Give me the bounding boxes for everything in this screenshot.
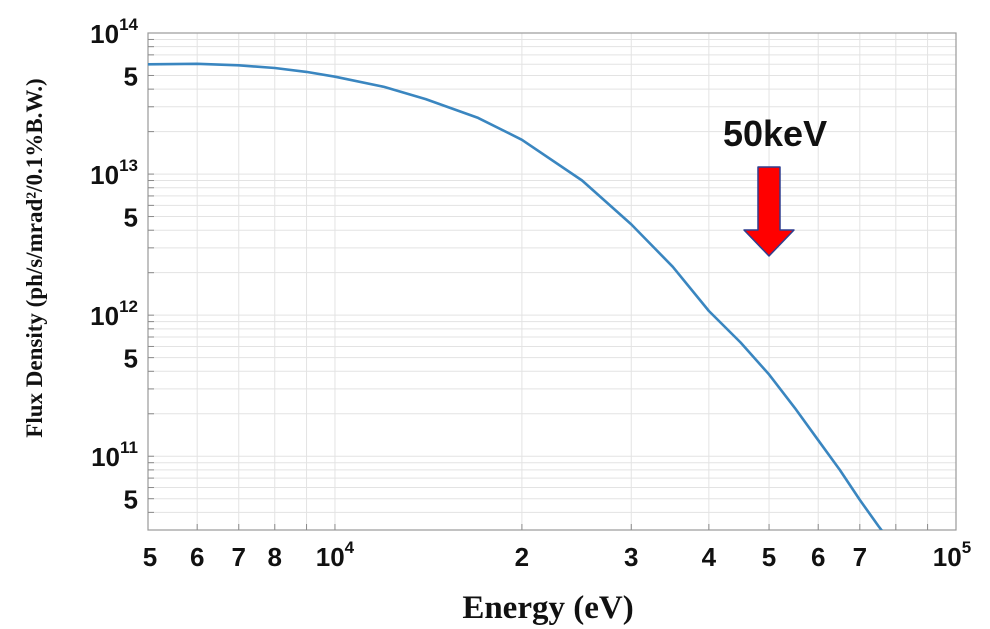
y-tick-label: 5 xyxy=(124,61,138,91)
y-axis-title: Flux Density (ph/s/mrad²/0.1%B.W.) xyxy=(22,78,47,437)
x-tick-label-base: 10 xyxy=(316,542,345,572)
y-tick-label: 1011 xyxy=(91,438,138,472)
y-tick-label-base: 5 xyxy=(124,61,138,91)
plot-frame xyxy=(147,32,957,531)
x-tick-label-exponent: 4 xyxy=(345,538,355,557)
y-tick-label: 5 xyxy=(124,203,138,233)
y-tick-label-base: 10 xyxy=(90,19,119,49)
y-tick-label-exponent: 14 xyxy=(119,15,138,34)
y-tick-label: 1013 xyxy=(90,156,138,190)
x-tick-label: 5 xyxy=(762,542,776,572)
x-tick-label-base: 10 xyxy=(933,542,962,572)
y-tick-label-base: 5 xyxy=(124,485,138,515)
x-tick-label: 6 xyxy=(190,542,204,572)
x-tick-label-base: 7 xyxy=(232,542,246,572)
minor-ticks xyxy=(148,38,929,530)
x-tick-label-base: 3 xyxy=(624,542,638,572)
series-layer xyxy=(148,62,884,530)
grid-lines xyxy=(148,33,956,530)
annotation-label: 50keV xyxy=(723,113,827,154)
annotations: 50keV xyxy=(723,113,827,257)
x-tick-label-base: 6 xyxy=(190,542,204,572)
x-tick-label: 105 xyxy=(933,538,971,572)
y-tick-label: 1012 xyxy=(90,297,138,331)
x-tick-label: 8 xyxy=(268,542,282,572)
y-tick-label-exponent: 12 xyxy=(119,297,138,316)
x-axis-title: Energy (eV) xyxy=(462,590,633,626)
x-tick-label-base: 7 xyxy=(853,542,867,572)
y-tick-label-exponent: 11 xyxy=(120,438,138,457)
x-tick-label: 4 xyxy=(702,542,717,572)
y-tick-label: 5 xyxy=(124,485,138,515)
x-tick-label-base: 5 xyxy=(762,542,776,572)
x-tick-label: 104 xyxy=(316,538,355,572)
y-tick-label: 1014 xyxy=(90,15,138,49)
series-line-0 xyxy=(148,62,884,530)
x-tick-label: 7 xyxy=(853,542,867,572)
y-tick-label-base: 10 xyxy=(90,301,119,331)
y-tick-label-base: 10 xyxy=(91,442,120,472)
x-tick-label-base: 5 xyxy=(143,542,157,572)
x-tick-label-exponent: 5 xyxy=(962,538,971,557)
y-tick-label-base: 10 xyxy=(90,160,119,190)
x-tick-label-base: 6 xyxy=(811,542,825,572)
x-tick-label: 6 xyxy=(811,542,825,572)
x-tick-label-base: 2 xyxy=(515,542,529,572)
x-tick-label: 3 xyxy=(624,542,638,572)
annotation-arrow xyxy=(743,166,795,257)
y-tick-label-base: 5 xyxy=(124,344,138,374)
y-tick-label-base: 5 xyxy=(124,203,138,233)
x-tick-label: 2 xyxy=(515,542,529,572)
y-tick-label: 5 xyxy=(124,344,138,374)
y-tick-label-exponent: 13 xyxy=(119,156,138,175)
x-tick-label: 5 xyxy=(143,542,157,572)
x-tick-label-base: 8 xyxy=(268,542,282,572)
x-tick-labels: 5 6 7 8 104 2 3 4 5 6 7 105 xyxy=(143,538,971,572)
x-tick-label: 7 xyxy=(232,542,246,572)
x-tick-label-base: 4 xyxy=(702,542,717,572)
